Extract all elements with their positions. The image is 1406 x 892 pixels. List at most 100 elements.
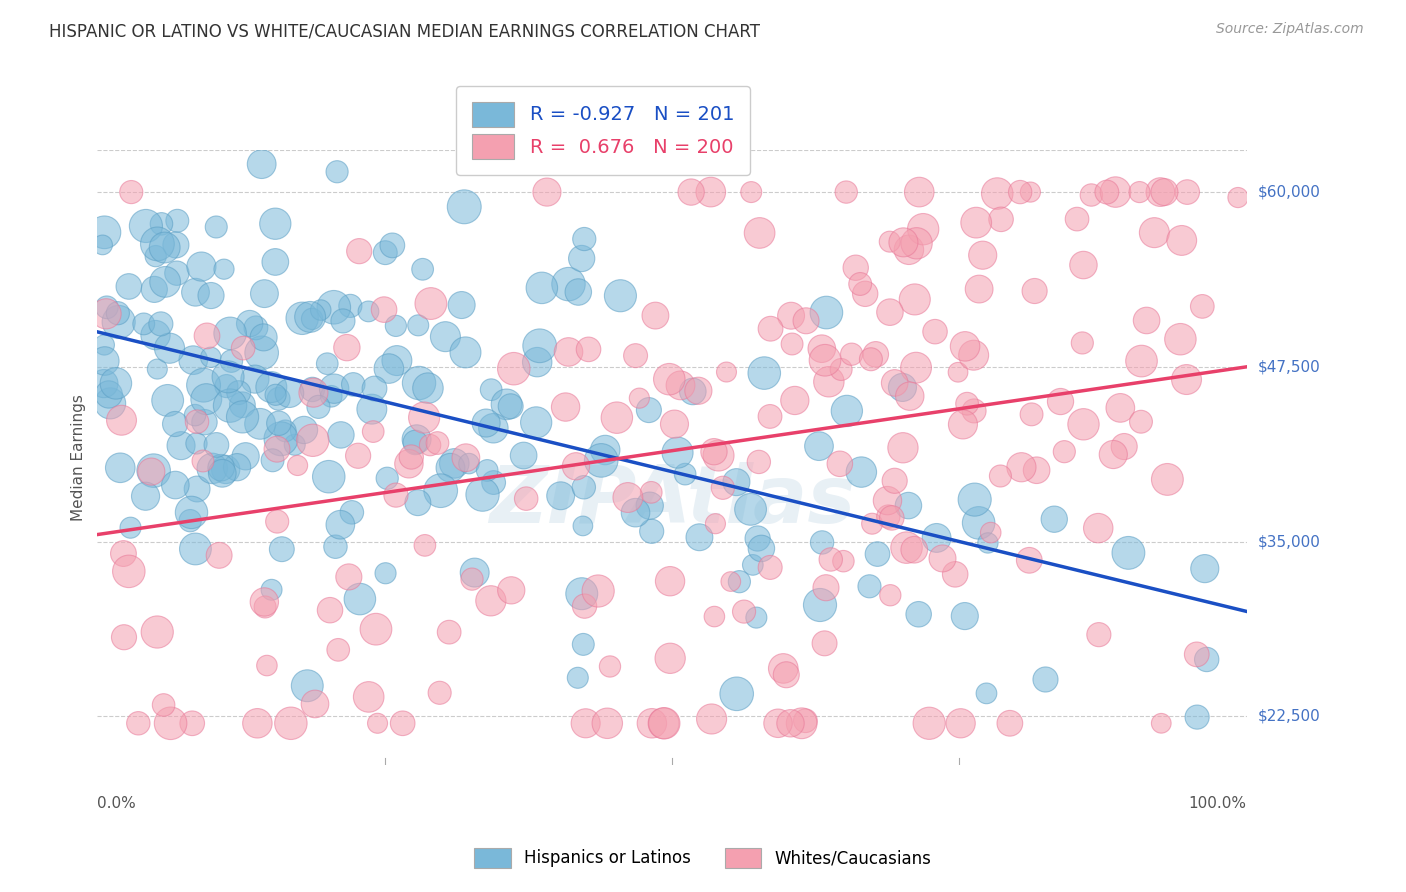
Point (904, 293, 927, 307)
Point (740, 185, 762, 199)
Point (165, 478, 187, 492)
Point (1043, 512, 1066, 526)
Point (1118, 546, 1140, 560)
Point (357, 304, 380, 318)
Point (364, 622, 387, 636)
Point (1130, 354, 1153, 368)
Point (828, 457, 851, 471)
Point (813, 636, 835, 650)
Point (617, 491, 640, 505)
Point (575, 716, 598, 731)
Point (754, 366, 776, 380)
Point (274, 424, 297, 438)
Point (1049, 394, 1071, 409)
Point (725, 687, 748, 701)
Point (93, 376, 115, 391)
Point (963, 404, 986, 418)
Point (946, 365, 969, 379)
Point (186, 482, 208, 496)
Point (146, 362, 169, 376)
Point (879, 235, 901, 249)
Point (1191, 299, 1213, 313)
Point (429, 483, 451, 498)
Point (195, 392, 218, 406)
Point (264, 388, 287, 402)
Point (700, 712, 723, 726)
Point (1019, 185, 1042, 199)
Point (571, 587, 593, 601)
Point (814, 353, 837, 368)
Point (1010, 185, 1032, 199)
Point (110, 460, 132, 475)
Point (385, 353, 408, 368)
Point (1194, 561, 1216, 575)
Text: $22,500: $22,500 (1258, 709, 1320, 723)
Point (302, 385, 325, 400)
Point (638, 499, 661, 513)
Point (835, 404, 858, 418)
Point (501, 583, 523, 598)
Point (120, 185, 142, 199)
Point (325, 540, 347, 554)
Point (159, 716, 181, 731)
Point (965, 216, 987, 230)
Text: HISPANIC OR LATINO VS WHITE/CAUCASIAN MEDIAN EARNINGS CORRELATION CHART: HISPANIC OR LATINO VS WHITE/CAUCASIAN ME… (49, 22, 761, 40)
Point (794, 314, 817, 328)
Point (375, 471, 398, 485)
Point (1128, 185, 1150, 199)
Point (659, 574, 682, 589)
Point (759, 322, 782, 336)
Point (180, 505, 202, 519)
Point (879, 305, 901, 319)
Point (181, 353, 204, 368)
Point (374, 245, 396, 260)
Point (405, 432, 427, 446)
Point (142, 464, 165, 478)
Point (897, 243, 920, 257)
Point (93, 338, 115, 352)
Point (145, 328, 167, 343)
Point (572, 480, 595, 494)
Point (264, 217, 287, 231)
Point (437, 625, 460, 640)
Point (779, 716, 801, 731)
Text: ZIPAtlas: ZIPAtlas (489, 462, 855, 540)
Point (1102, 448, 1125, 462)
Point (572, 519, 595, 533)
Point (454, 345, 477, 359)
Point (557, 345, 579, 359)
Point (337, 570, 360, 584)
Point (865, 347, 887, 361)
Point (419, 296, 441, 310)
Point (700, 185, 723, 199)
Point (153, 275, 176, 289)
Point (807, 439, 830, 453)
Point (536, 185, 558, 199)
Point (1130, 415, 1153, 429)
Point (1095, 185, 1118, 199)
Point (640, 485, 662, 500)
Point (550, 489, 572, 503)
Point (759, 560, 782, 574)
Point (1170, 332, 1192, 346)
Point (141, 465, 163, 479)
Point (454, 450, 477, 465)
Point (135, 219, 157, 233)
Point (591, 453, 613, 467)
Point (682, 384, 704, 399)
Text: $60,000: $60,000 (1258, 185, 1320, 200)
Point (896, 541, 918, 555)
Point (475, 416, 498, 430)
Point (219, 326, 242, 341)
Point (226, 460, 249, 475)
Point (745, 610, 768, 624)
Point (235, 450, 257, 464)
Point (820, 552, 842, 566)
Point (406, 496, 429, 510)
Point (664, 417, 686, 431)
Point (578, 343, 600, 357)
Point (977, 536, 1000, 550)
Point (232, 341, 254, 355)
Point (190, 260, 212, 274)
Point (1073, 417, 1095, 432)
